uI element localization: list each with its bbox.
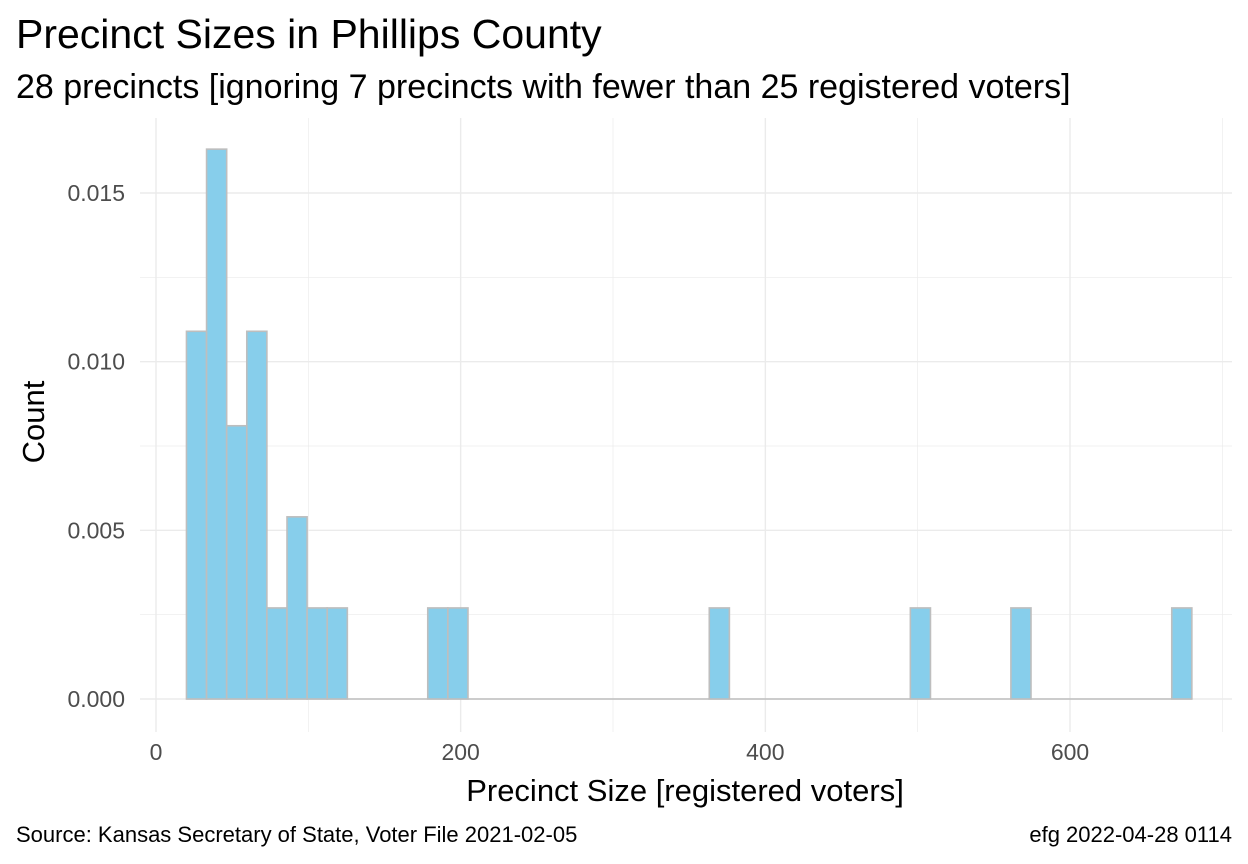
chart-title: Precinct Sizes in Phillips County (16, 11, 602, 57)
y-axis-tick-labels: 0.000 0.005 0.010 0.015 (67, 180, 125, 712)
y-tick-label: 0.015 (67, 180, 125, 206)
y-tick-label: 0.010 (67, 349, 125, 375)
histogram-bars (185, 148, 1193, 700)
x-axis-tick-labels: 0 200 400 600 (150, 739, 1090, 765)
x-axis-title: Precinct Size [registered voters] (466, 773, 904, 808)
histogram-bar (185, 330, 208, 700)
x-tick-label: 400 (746, 739, 784, 765)
histogram-bar (447, 607, 469, 700)
histogram-bar (326, 607, 349, 700)
source-caption: Source: Kansas Secretary of State, Voter… (16, 822, 578, 847)
y-tick-label: 0.000 (67, 686, 125, 712)
y-axis-title: Count (16, 380, 51, 463)
histogram-bar (205, 148, 228, 700)
histogram-bar (266, 607, 288, 700)
credit-caption: efg 2022-04-28 0114 (1029, 822, 1232, 847)
x-tick-label: 0 (150, 739, 163, 765)
histogram-bar (909, 607, 932, 700)
x-tick-label: 200 (441, 739, 479, 765)
histogram-bar (225, 424, 248, 700)
x-tick-label: 600 (1051, 739, 1089, 765)
histogram-bar (306, 607, 329, 700)
histogram-bar (245, 330, 268, 700)
chart-subtitle: 28 precincts [ignoring 7 precincts with … (16, 68, 1071, 106)
histogram-bar (426, 607, 449, 700)
histogram-bar (1170, 607, 1193, 700)
histogram-bar (1010, 607, 1032, 700)
y-tick-label: 0.005 (67, 517, 125, 543)
histogram-bar (286, 516, 308, 700)
histogram-bar (708, 607, 731, 700)
